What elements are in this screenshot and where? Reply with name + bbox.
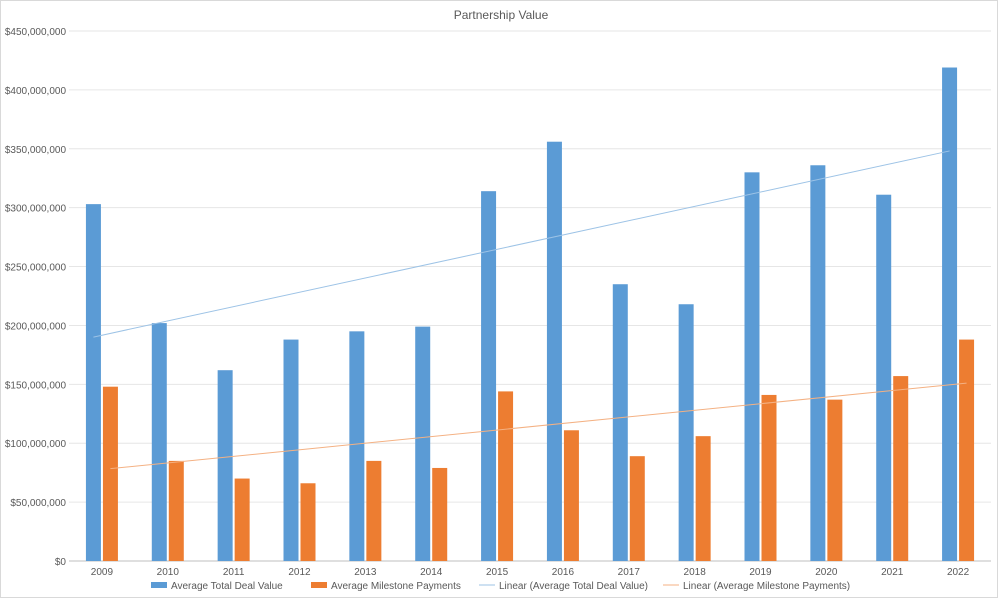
bar-milestone-payments <box>695 436 711 561</box>
bar-total-deal-value <box>942 67 958 561</box>
bar-milestone-payments <box>498 391 514 561</box>
legend-label: Linear (Average Milestone Payments) <box>683 581 850 592</box>
y-tick-label: $400,000,000 <box>5 86 67 97</box>
bar-total-deal-value <box>876 194 892 561</box>
gridlines <box>69 30 991 562</box>
bar-milestone-payments <box>366 460 382 561</box>
x-tick-label: 2011 <box>223 567 245 578</box>
x-tick-label: 2012 <box>288 567 311 578</box>
bar-total-deal-value <box>85 204 101 561</box>
y-tick-label: $450,000,000 <box>5 27 67 38</box>
legend-label: Average Total Deal Value <box>171 581 283 592</box>
legend-label: Linear (Average Total Deal Value) <box>499 581 648 592</box>
bar-total-deal-value <box>151 323 167 561</box>
bar-total-deal-value <box>481 191 497 561</box>
bar-total-deal-value <box>744 172 760 562</box>
x-tick-label: 2022 <box>947 567 970 578</box>
bar-milestone-payments <box>629 456 645 561</box>
x-tick-label: 2020 <box>815 567 838 578</box>
y-tick-label: $0 <box>55 557 67 568</box>
x-tick-label: 2009 <box>91 567 114 578</box>
bar-total-deal-value <box>678 304 694 561</box>
y-tick-label: $250,000,000 <box>5 263 67 274</box>
y-tick-label: $100,000,000 <box>5 439 67 450</box>
x-tick-label: 2021 <box>881 567 904 578</box>
chart-title: Partnership Value <box>454 8 549 22</box>
bar-total-deal-value <box>810 165 826 561</box>
bars <box>85 67 975 562</box>
x-tick-label: 2014 <box>420 567 443 578</box>
y-tick-label: $200,000,000 <box>5 321 67 332</box>
bar-milestone-payments <box>432 467 448 561</box>
x-tick-label: 2018 <box>684 567 707 578</box>
y-tick-label: $150,000,000 <box>5 380 67 391</box>
bar-total-deal-value <box>612 284 628 561</box>
bar-milestone-payments <box>959 339 975 561</box>
x-tick-label: 2013 <box>354 567 377 578</box>
trendline <box>110 382 967 470</box>
x-tick-label: 2019 <box>749 567 772 578</box>
bar-milestone-payments <box>234 478 250 561</box>
bar-milestone-payments <box>761 394 777 561</box>
legend: Average Total Deal Value Average Mileston… <box>151 581 850 592</box>
bar-total-deal-value <box>546 141 562 561</box>
y-tick-label: $350,000,000 <box>5 145 67 156</box>
bar-milestone-payments <box>563 430 579 561</box>
bar-total-deal-value <box>217 370 233 561</box>
trendline <box>93 150 950 338</box>
x-tick-label: 2017 <box>618 567 641 578</box>
y-tick-label: $300,000,000 <box>5 204 67 215</box>
x-tick-label: 2015 <box>486 567 509 578</box>
bar-milestone-payments <box>827 399 843 561</box>
legend-swatch <box>151 582 167 588</box>
bar-milestone-payments <box>300 483 316 561</box>
legend-swatch <box>311 582 327 588</box>
bar-milestone-payments <box>102 386 118 561</box>
bar-milestone-payments <box>168 460 184 561</box>
x-tick-label: 2016 <box>552 567 575 578</box>
bar-total-deal-value <box>349 331 365 561</box>
trendlines <box>93 150 967 470</box>
x-axis: 2009 2010 2011 2012 2013 2014 2015 2016 2017 2018… <box>91 567 970 578</box>
x-tick-label: 2010 <box>157 567 180 578</box>
legend-label: Average Milestone Payments <box>331 581 461 592</box>
y-tick-label: $50,000,000 <box>10 498 66 509</box>
bar-total-deal-value <box>415 326 431 561</box>
bar-milestone-payments <box>893 376 909 561</box>
y-axis: $0 $50,000,000 $100,000,000 $150,000,000 $20… <box>5 27 67 568</box>
